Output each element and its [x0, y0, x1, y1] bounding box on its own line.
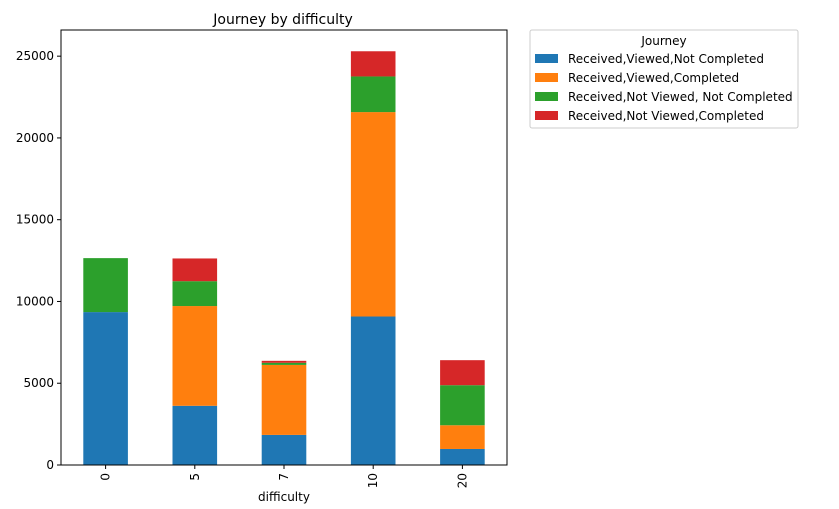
- bar-10-series-2: [350, 76, 396, 113]
- x-tick-label: 7: [277, 473, 291, 481]
- chart-title: Journey by difficulty: [212, 12, 352, 28]
- legend-label: Received,Not Viewed,Completed: [568, 109, 764, 123]
- y-tick-label: 20000: [16, 131, 54, 145]
- legend-swatch: [535, 73, 558, 82]
- bar-10-series-1: [350, 112, 396, 317]
- bar-20-series-3: [440, 360, 485, 386]
- bar-20-series-0: [440, 448, 485, 465]
- legend-label: Received,Viewed,Completed: [568, 71, 739, 85]
- plot-frame: [60, 29, 508, 466]
- legend-title: Journey: [640, 34, 686, 48]
- bar-20-series-2: [440, 385, 485, 426]
- bar-5-series-2: [172, 281, 218, 307]
- bar-5-series-3: [172, 258, 218, 282]
- y-tick-label: 15000: [16, 213, 54, 227]
- y-tick-label: 10000: [16, 294, 54, 308]
- y-tick-label: 5000: [23, 376, 54, 390]
- legend-label: Received,Viewed,Not Completed: [568, 52, 764, 66]
- bar-20-series-1: [440, 425, 485, 449]
- bar-7-series-0: [261, 434, 307, 465]
- bar-0-series-0: [83, 312, 128, 465]
- y-tick-label: 25000: [16, 49, 54, 63]
- bar-7-series-2: [261, 362, 307, 365]
- x-tick-label: 20: [455, 473, 469, 488]
- bar-10-series-0: [350, 316, 396, 465]
- legend-frame: [529, 29, 799, 129]
- legend-swatch: [535, 111, 558, 120]
- bar-10-series-3: [350, 51, 396, 77]
- x-tick-label: 0: [99, 473, 113, 481]
- x-tick-label: 10: [366, 473, 380, 488]
- bar-7-series-1: [261, 364, 307, 435]
- x-tick-label: 5: [188, 473, 202, 481]
- x-axis-title: difficulty: [258, 490, 310, 504]
- bar-5-series-0: [172, 405, 218, 465]
- legend-label: Received,Not Viewed, Not Completed: [568, 90, 793, 104]
- bar-7-series-3: [261, 360, 307, 363]
- legend-items: Received,Viewed,Not Completed Received,Vi…: [535, 52, 793, 123]
- bar-5-series-1: [172, 306, 218, 406]
- legend-swatch: [535, 92, 558, 101]
- bars-group: [83, 51, 485, 465]
- x-axis: 0 5 7 10 20: [99, 465, 469, 488]
- legend-swatch: [535, 54, 558, 63]
- y-axis: 0 5000 10000 15000 20000 25000: [16, 49, 61, 472]
- y-tick-label: 0: [46, 458, 54, 472]
- legend: Journey Received,Viewed,Not CompletedRec…: [529, 29, 799, 129]
- bar-0-series-2: [83, 258, 128, 313]
